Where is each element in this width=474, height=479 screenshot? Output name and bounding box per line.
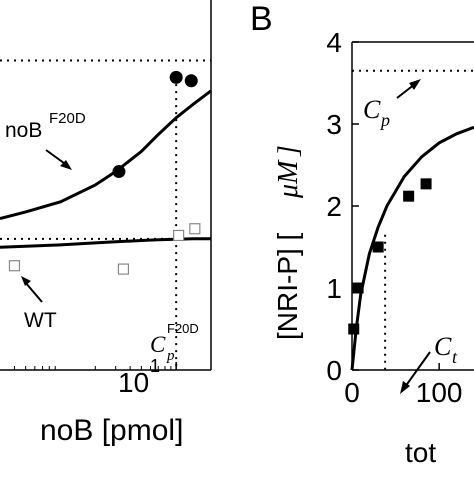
panel-b-y-tick-label: 4 <box>326 27 342 58</box>
panel-b-x-tick-label: 100 <box>416 377 463 408</box>
panel-a-x-axis-label: noB [pmol] <box>40 414 183 447</box>
panel-b-y-axis-label: [NRI-P] [ <box>272 232 303 340</box>
panel-b-point <box>372 241 384 253</box>
panel-b-fit-curve <box>350 125 474 371</box>
panel-a-point-nob <box>169 70 183 84</box>
panel-a-x-tick-exponent: 1 <box>150 356 160 376</box>
panel-a-point-wt <box>117 263 130 275</box>
panel-b-y-tick-label: 1 <box>326 273 342 304</box>
panel-a-arrowhead-wt <box>21 276 31 286</box>
panel-a-series-label-nob-superscript: F20D <box>49 110 86 127</box>
panel-a-series-label-wt: WT <box>24 309 57 332</box>
panel-a-point-nob <box>184 74 198 88</box>
panel-a-arrow-wt <box>24 281 43 303</box>
panel-a-series-label-nob: noB <box>5 119 42 142</box>
panel-a-cp-superscript: F20D <box>167 321 199 336</box>
panel-b-ct-label: C <box>434 332 452 361</box>
panel-b-point <box>348 323 360 335</box>
panel-b-ct-subscript: t <box>452 347 458 367</box>
panel-b-y-tick-label: 0 <box>326 355 342 386</box>
panel-b-y-tick-label: 2 <box>326 191 342 222</box>
chart-marks: 0 1 2 3 4 0 100 <box>0 0 474 408</box>
panel-a-point-wt <box>189 223 201 235</box>
panel-b-y-axis-bracket: ] <box>273 145 304 157</box>
panel-b-arrowhead-ct <box>400 381 410 394</box>
panel-b-point <box>420 178 432 190</box>
panel-b-cp-label: C <box>363 95 381 124</box>
panel-b-arrow-ct <box>404 351 431 388</box>
panel-a-x-tick-label: 10 <box>118 367 149 398</box>
panel-b-cp-subscript: p <box>379 110 390 130</box>
panel-b-x-tick-label: 0 <box>344 377 360 408</box>
panel-b-y-tick-label: 3 <box>326 109 342 140</box>
panel-a-arrowhead-nob <box>60 160 72 170</box>
panel-b-y-axis-label-group: [NRI-P] [ μM ] <box>272 145 304 340</box>
panel-a-point-nob <box>112 165 126 179</box>
panel-a-point-wt <box>8 260 21 272</box>
panel-b-point <box>403 190 415 202</box>
panel-a-point-wt <box>173 229 185 242</box>
panel-a-fit-curve-nob <box>0 89 212 221</box>
panel-b-title: B <box>250 0 273 38</box>
panel-b-arrowhead-cp <box>409 79 421 90</box>
panel-b-point <box>352 282 364 294</box>
panel-a-cp-subscript: p <box>166 348 175 364</box>
panel-b-x-axis-label: tot <box>405 437 436 468</box>
panel-b-y-axis-unit: μM <box>273 159 304 199</box>
panel-a-fit-curve-wt <box>0 237 211 249</box>
panel-a-cp-label: C <box>150 332 166 357</box>
